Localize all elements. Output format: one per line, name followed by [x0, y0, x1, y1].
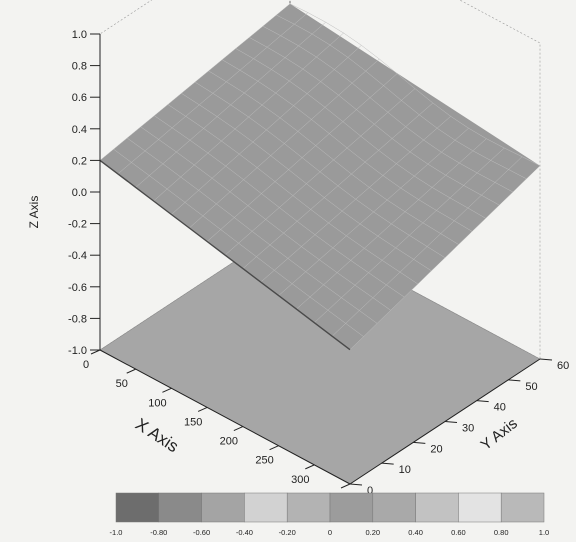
y-tick: [349, 483, 363, 486]
surface-mesh-line: [221, 59, 473, 232]
z-tick-label: 0.4: [72, 124, 87, 136]
x-tick-label: 300: [291, 474, 309, 486]
surface-mesh-line: [154, 115, 405, 298]
y-tick-label: 0: [367, 485, 373, 497]
surface-mesh-line: [208, 70, 459, 245]
z-tick-label: 0.6: [72, 92, 87, 104]
x-tick: [197, 406, 208, 412]
y-tick-label: 10: [399, 464, 411, 476]
z-tick-label: 0.8: [72, 61, 87, 73]
surface-mesh-line: [262, 25, 514, 193]
surface-mesh-line: [276, 14, 527, 180]
x-tick-label: 50: [116, 378, 128, 390]
y-axis-label: Y Axis: [478, 415, 521, 454]
colorbar-segment: [286, 492, 331, 523]
colorbar-tick-label: -0.80: [150, 528, 167, 537]
x-tick: [269, 445, 279, 451]
colorbar-tick-label: 0.40: [408, 528, 423, 537]
colorbar-segment: [458, 492, 502, 523]
colorbar-segment: [158, 492, 202, 523]
colorbar-tick-label: -0.40: [236, 528, 253, 537]
surface-mesh-line: [113, 148, 364, 337]
y-tick-label: 40: [494, 402, 506, 414]
surface-mesh-line: [194, 81, 446, 258]
surface-mesh-line: [235, 48, 486, 219]
colorbar-segment: [115, 492, 160, 523]
surface-mesh-line: [289, 3, 541, 166]
colorbar-tick-label: -0.20: [279, 528, 296, 537]
surface-mesh-line: [126, 137, 378, 324]
y-tick: [381, 462, 394, 465]
colorbar-segment: [329, 492, 374, 523]
y-tick-label: 60: [557, 360, 569, 372]
surface-mesh-line: [181, 93, 432, 272]
z-tick-label: 1.0: [72, 29, 87, 41]
surface-mesh-line: [249, 37, 500, 206]
z-tick-label: -0.4: [68, 250, 87, 262]
z-tick-label: -0.2: [68, 219, 87, 231]
z-tick-label: 0.2: [72, 155, 87, 167]
y-tick: [413, 441, 426, 444]
x-tick-label: 100: [148, 397, 166, 409]
colorbar-segment: [372, 492, 416, 523]
y-tick: [476, 400, 489, 403]
y-tick-label: 20: [430, 443, 442, 455]
x-axis-line: [99, 349, 351, 485]
z-tick-label: 0.0: [72, 187, 87, 199]
colorbar-segment: [500, 492, 545, 523]
y-tick: [539, 358, 553, 361]
x-tick-label: 0: [83, 359, 89, 371]
colorbar-tick-label: 0: [328, 528, 332, 537]
z-axis-label: Z Axis: [27, 196, 41, 229]
x-tick: [90, 349, 101, 355]
colorbar-tick-label: 1.0: [539, 528, 549, 537]
colorbar-tick-label: 0.20: [365, 528, 380, 537]
colorbar-segment: [415, 492, 459, 523]
y-tick: [444, 421, 458, 423]
colorbar-tick-label: -0.60: [193, 528, 210, 537]
x-tick: [162, 387, 172, 393]
x-axis-label: X Axis: [132, 415, 182, 457]
x-tick: [126, 368, 136, 374]
x-tick: [340, 483, 351, 489]
x-tick-label: 200: [220, 436, 238, 448]
x-tick-label: 150: [184, 416, 202, 428]
surface-front-edge: [99, 159, 351, 351]
surface-mesh-line: [140, 126, 391, 311]
y-tick: [508, 379, 521, 382]
y-tick-label: 30: [462, 423, 474, 435]
z-tick-label: -0.6: [68, 282, 87, 294]
z-tick-label: -0.8: [68, 313, 87, 325]
colorbar-segment: [244, 492, 288, 523]
colorbar-tick-label: 0.60: [451, 528, 466, 537]
surface-mesh-line: [167, 104, 419, 285]
colorbar-tick-label: -1.0: [110, 528, 123, 537]
colorbar-segment: [201, 492, 245, 523]
colorbar: -1.0 -0.80 -0.60 -0.40 -0.20 0 0.20 0.40 0.60 0.8…: [110, 492, 549, 537]
y-tick-label: 50: [525, 381, 537, 393]
z-tick-label: -1.0: [68, 345, 87, 357]
colorbar-tick-label: 0.80: [494, 528, 509, 537]
surface-base: [100, 3, 540, 350]
x-tick: [305, 464, 315, 470]
x-tick-label: 250: [255, 455, 273, 467]
x-tick: [233, 426, 244, 432]
surface-plot: [99, 3, 541, 351]
